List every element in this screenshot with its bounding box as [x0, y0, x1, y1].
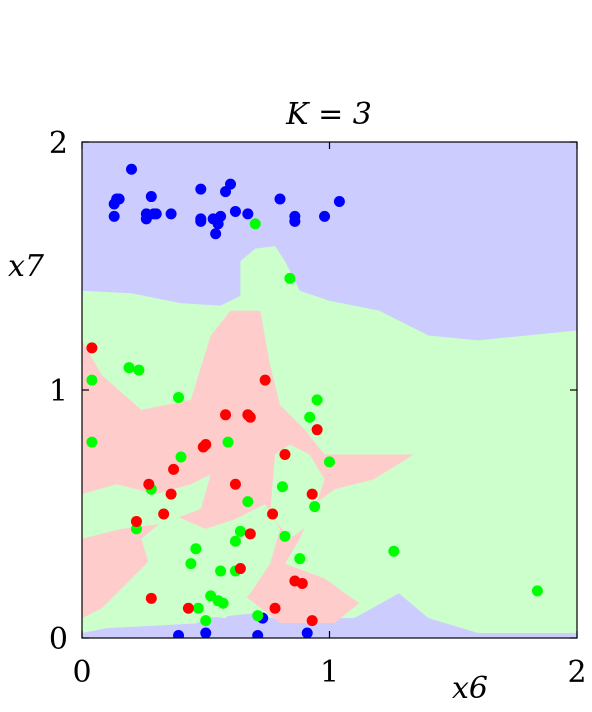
- point-red-17: [244, 528, 256, 540]
- point-blue-4: [108, 210, 120, 222]
- region-green-5: [270, 444, 325, 539]
- point-blue-17: [215, 210, 227, 222]
- point-green-21: [294, 553, 306, 565]
- point-green-11: [175, 451, 187, 463]
- point-red-12: [165, 488, 177, 500]
- point-blue-29: [252, 630, 264, 638]
- point-blue-3: [113, 193, 125, 205]
- chart-title: K = 3: [285, 97, 372, 132]
- point-green-0: [249, 218, 261, 230]
- point-green-15: [309, 501, 321, 513]
- point-green-28: [217, 597, 229, 609]
- point-red-14: [158, 508, 170, 520]
- point-blue-9: [150, 208, 162, 220]
- point-blue-31: [301, 627, 313, 638]
- point-red-20: [296, 577, 308, 589]
- region-green-3: [82, 474, 211, 539]
- data-points: [86, 163, 543, 638]
- point-red-9: [168, 463, 180, 475]
- point-red-8: [279, 448, 291, 460]
- x-tick-label-0: 0: [72, 655, 91, 690]
- point-green-31: [252, 610, 264, 622]
- y-tick-label-1: 1: [49, 374, 68, 409]
- point-red-4: [242, 409, 254, 421]
- decision-regions: [82, 246, 577, 638]
- y-tick-label-0: 0: [49, 622, 68, 657]
- point-blue-26: [333, 196, 345, 208]
- point-green-20: [190, 543, 202, 555]
- point-blue-10: [165, 208, 177, 220]
- point-green-9: [222, 436, 234, 448]
- point-blue-27: [173, 630, 185, 638]
- point-blue-20: [229, 205, 241, 217]
- point-green-7: [304, 411, 316, 423]
- point-red-10: [229, 478, 241, 490]
- point-red-13: [306, 488, 318, 500]
- x-tick-label-1: 1: [320, 655, 339, 690]
- point-green-22: [388, 545, 400, 557]
- point-green-3: [123, 362, 135, 374]
- point-green-2: [86, 374, 98, 386]
- point-red-16: [130, 515, 142, 527]
- point-green-30: [200, 615, 212, 627]
- point-blue-21: [242, 208, 254, 220]
- point-green-6: [311, 394, 323, 406]
- point-red-21: [145, 592, 157, 604]
- point-blue-19: [225, 178, 236, 190]
- point-red-22: [182, 602, 194, 614]
- point-blue-0: [126, 163, 137, 175]
- point-green-32: [531, 585, 543, 597]
- point-red-15: [267, 508, 279, 520]
- point-green-1: [284, 272, 296, 284]
- y-axis-label: x7: [8, 249, 45, 284]
- point-green-5: [173, 391, 185, 403]
- axis-ticks: 0 1 2 0 1 2: [49, 126, 587, 690]
- point-green-12: [276, 481, 288, 493]
- point-green-29: [192, 602, 204, 614]
- point-red-1: [259, 374, 271, 386]
- point-red-18: [234, 563, 246, 575]
- point-green-23: [185, 558, 197, 570]
- point-blue-22: [274, 193, 286, 205]
- point-green-18: [229, 535, 241, 547]
- point-red-24: [306, 615, 318, 627]
- point-blue-5: [145, 191, 157, 203]
- point-green-24: [215, 565, 227, 577]
- point-green-14: [242, 496, 254, 508]
- point-red-2: [220, 409, 232, 421]
- point-blue-13: [195, 215, 207, 227]
- point-red-5: [311, 424, 323, 436]
- point-red-11: [143, 478, 155, 490]
- x-axis-label: x6: [452, 671, 488, 706]
- point-green-4: [133, 364, 145, 376]
- point-green-19: [279, 530, 291, 542]
- y-tick-label-2: 2: [49, 126, 68, 161]
- point-blue-28: [200, 627, 212, 638]
- point-green-17: [234, 525, 246, 537]
- point-red-0: [86, 342, 98, 354]
- point-red-7: [197, 441, 209, 453]
- point-blue-16: [210, 228, 222, 240]
- point-blue-24: [289, 215, 301, 227]
- x-tick-label-2: 2: [567, 655, 586, 690]
- point-blue-11: [195, 183, 207, 195]
- point-green-10: [324, 456, 335, 468]
- point-green-8: [86, 436, 98, 448]
- point-blue-25: [319, 210, 331, 222]
- point-red-23: [269, 602, 281, 614]
